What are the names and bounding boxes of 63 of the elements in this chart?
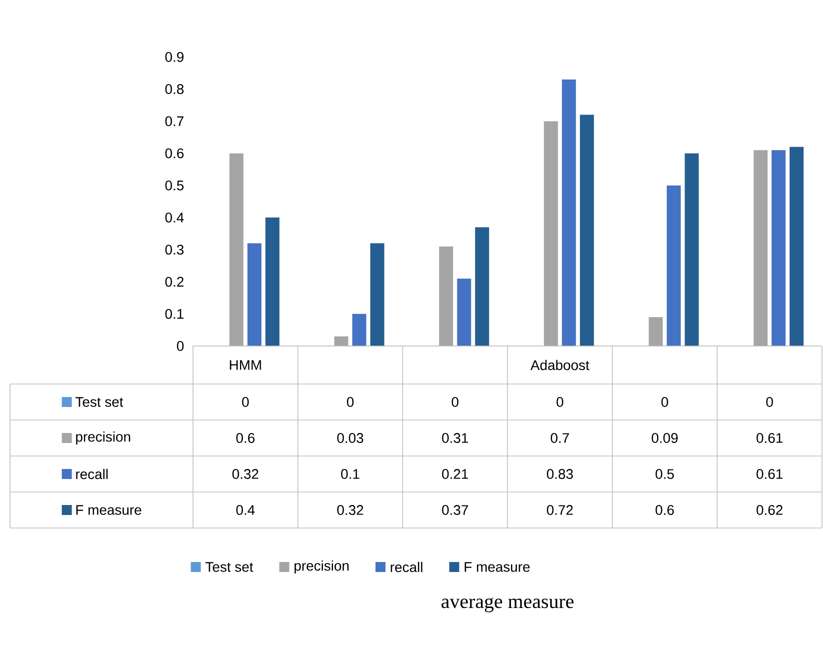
y-tick-label: 0.1	[165, 308, 184, 319]
bar	[790, 146, 804, 346]
data-label: 0.32	[337, 505, 364, 515]
bar	[457, 278, 472, 346]
y-tick-label: 0.3	[165, 244, 184, 255]
bar	[772, 150, 786, 346]
bar	[334, 336, 348, 346]
legend-label: precision	[76, 432, 130, 444]
data-label: 0	[346, 397, 354, 407]
data-label: 0	[242, 397, 249, 407]
data-label: 0	[766, 397, 773, 407]
data-label: 0	[661, 397, 668, 407]
y-tick-label: 0	[176, 341, 184, 351]
bar	[265, 218, 280, 346]
y-tick-label: 0.9	[165, 52, 184, 62]
bar	[684, 153, 699, 346]
data-label: 0.31	[442, 433, 468, 443]
data-label: 0.72	[546, 505, 573, 515]
text: recall	[390, 562, 422, 572]
legend-label: F measure	[76, 505, 142, 515]
text: F measure	[464, 562, 530, 572]
bar	[754, 150, 768, 346]
bar	[475, 227, 490, 346]
x-tick-label: HMM	[230, 360, 261, 370]
data-label: 0.21	[442, 469, 468, 479]
x-tick-label: Adaboost	[530, 360, 590, 370]
y-tick-label: 0.4	[165, 212, 184, 222]
bar	[247, 243, 262, 346]
text: precision	[294, 560, 349, 574]
legend-label: Test set	[206, 562, 254, 572]
bar	[370, 243, 384, 346]
data-label: 0	[452, 397, 458, 407]
data-label: 0	[556, 397, 564, 407]
text: Test set	[76, 397, 124, 407]
bar	[229, 153, 244, 346]
y-tick-label: 0.8	[165, 84, 184, 94]
data-label: 0.7	[550, 433, 569, 443]
data-label: 0.6	[236, 433, 254, 443]
bar	[544, 121, 558, 346]
data-label: 0.32	[232, 469, 258, 479]
bar	[562, 79, 576, 346]
bar	[580, 114, 594, 346]
y-tick-label: 0.6	[165, 148, 184, 158]
data-label: 0.4	[236, 505, 255, 515]
data-label: 0.62	[756, 505, 782, 515]
data-label: 0.03	[337, 433, 364, 443]
bar	[666, 185, 681, 346]
data-label: 0.61	[756, 433, 782, 443]
y-tick-label: 0.7	[165, 116, 184, 126]
bar	[352, 314, 366, 346]
legend-label: recall	[76, 468, 108, 480]
data-label: 0.09	[652, 433, 678, 443]
data-label: 0.6	[656, 505, 674, 515]
data-label: 0.83	[546, 469, 573, 479]
y-tick-label: 0.5	[165, 180, 184, 190]
y-tick-label: 0.2	[165, 276, 184, 287]
text: average measure	[442, 598, 574, 612]
data-label: 0.37	[442, 505, 468, 515]
data-label: 0.5	[656, 469, 674, 479]
data-label: 0.61	[756, 469, 782, 479]
data-label: 0.1	[341, 469, 360, 479]
bar	[648, 317, 663, 346]
bar	[439, 246, 454, 346]
